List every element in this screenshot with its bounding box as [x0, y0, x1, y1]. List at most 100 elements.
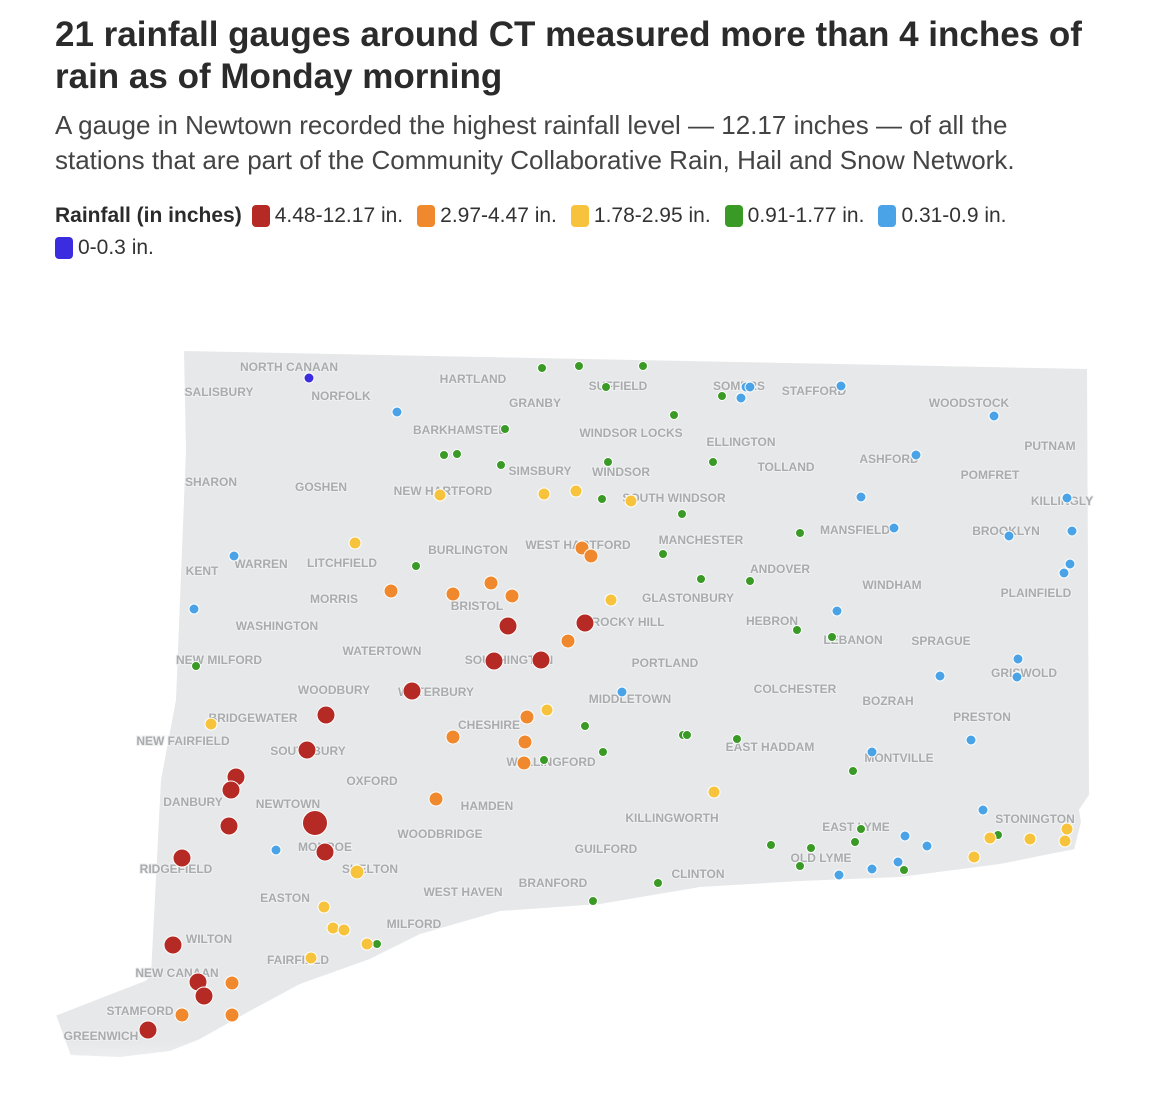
gauge	[560, 633, 576, 649]
gauge	[827, 632, 837, 642]
town-label: EAST LYME	[822, 820, 890, 834]
subtitle: A gauge in Newtown recorded the highest …	[55, 110, 1015, 175]
gauge	[317, 900, 331, 914]
gauge	[224, 1007, 240, 1023]
gauge	[337, 923, 351, 937]
town-label: WINDSOR	[592, 465, 650, 479]
gauge	[191, 661, 201, 671]
gauge	[519, 709, 535, 725]
legend-swatch	[570, 205, 589, 227]
legend-swatch	[417, 205, 436, 227]
gauge	[516, 755, 532, 771]
gauge	[569, 484, 583, 498]
gauge	[500, 424, 510, 434]
town-label: KILLINGLY	[1031, 494, 1093, 508]
town-label: WOODBRIDGE	[397, 827, 482, 841]
gauge	[224, 975, 240, 991]
town-label: BOZRAH	[862, 694, 913, 708]
gauge	[766, 840, 776, 850]
town-label: NEW FAIRFIELD	[136, 734, 230, 748]
gauge	[653, 878, 663, 888]
gauge	[452, 449, 462, 459]
town-label: GOSHEN	[295, 480, 347, 494]
gauge	[303, 372, 315, 384]
legend-swatch	[55, 237, 73, 259]
gauge	[433, 488, 447, 502]
gauge	[597, 494, 607, 504]
gauge	[163, 935, 183, 955]
town-label: WILTON	[186, 932, 232, 946]
gauge	[899, 865, 909, 875]
gauge	[856, 824, 866, 834]
gauge	[855, 491, 867, 503]
gauge	[539, 755, 549, 765]
town-label: MILFORD	[387, 917, 442, 931]
town-label: CHESHIRE	[458, 718, 520, 732]
gauge	[360, 937, 374, 951]
gauge	[603, 457, 613, 467]
gauge	[696, 574, 706, 584]
gauge	[792, 625, 802, 635]
town-label: STONINGTON	[995, 812, 1075, 826]
gauge	[888, 522, 900, 534]
gauge	[921, 840, 933, 852]
legend-label: 0-0.3 in.	[78, 236, 154, 259]
town-label: KILLINGWORTH	[625, 811, 718, 825]
legend-swatch	[878, 205, 897, 227]
town-label: SPRAGUE	[911, 634, 970, 648]
bottom-fade	[0, 1040, 1166, 1108]
town-label: WATERTOWN	[343, 644, 422, 658]
town-label: MANCHESTER	[659, 533, 744, 547]
gauge	[194, 986, 214, 1006]
gauge	[732, 734, 742, 744]
gauge	[795, 528, 805, 538]
town-label: BRANFORD	[519, 876, 588, 890]
town-label: GRANBY	[509, 396, 561, 410]
legend-item: 0.91-1.77 in.	[724, 200, 864, 232]
gauge	[717, 391, 727, 401]
gauge	[391, 406, 403, 418]
town-label: FAIRFIELD	[267, 953, 329, 967]
town-label: WARREN	[234, 557, 287, 571]
town-label: ELLINGTON	[706, 435, 775, 449]
town-label: KENT	[186, 564, 219, 578]
town-label: PUTNAM	[1024, 439, 1075, 453]
gauge	[588, 896, 598, 906]
legend-label: 2.97-4.47 in.	[440, 204, 557, 227]
legend-item: 0.31-0.9 in.	[878, 200, 1007, 232]
town-label: NEWTOWN	[256, 797, 320, 811]
legend-item: 2.97-4.47 in.	[417, 200, 557, 232]
gauge	[745, 576, 755, 586]
gauge	[1066, 525, 1078, 537]
town-label: LEBANON	[823, 633, 882, 647]
gauge	[601, 382, 611, 392]
gauge	[598, 747, 608, 757]
legend-label: 4.48-12.17 in.	[274, 204, 404, 227]
gauge	[439, 450, 449, 460]
legend: Rainfall (in inches) 4.48-12.17 in. 2.97-…	[55, 200, 1095, 264]
gauge	[1012, 653, 1024, 665]
town-label: HEBRON	[746, 614, 798, 628]
town-label: SUFFIELD	[589, 379, 648, 393]
gauges	[138, 361, 1078, 1040]
town-label: GLASTONBURY	[642, 591, 734, 605]
town-label: PORTLAND	[632, 656, 699, 670]
gauge	[835, 380, 847, 392]
gauge	[638, 361, 648, 371]
gauge	[304, 951, 318, 965]
gauge	[899, 830, 911, 842]
gauge	[383, 583, 399, 599]
gauge	[496, 460, 506, 470]
town-label: WINDHAM	[862, 578, 921, 592]
legend-item: 0-0.3 in.	[55, 232, 154, 264]
gauge	[583, 548, 599, 564]
legend-item: 4.48-12.17 in.	[251, 200, 404, 232]
gauge	[1023, 832, 1037, 846]
gauge	[219, 816, 239, 836]
gauge	[977, 804, 989, 816]
legend-item: 1.78-2.95 in.	[570, 200, 711, 232]
gauge	[850, 837, 860, 847]
gauge	[302, 810, 328, 836]
town-label: BROOKLYN	[972, 524, 1040, 538]
